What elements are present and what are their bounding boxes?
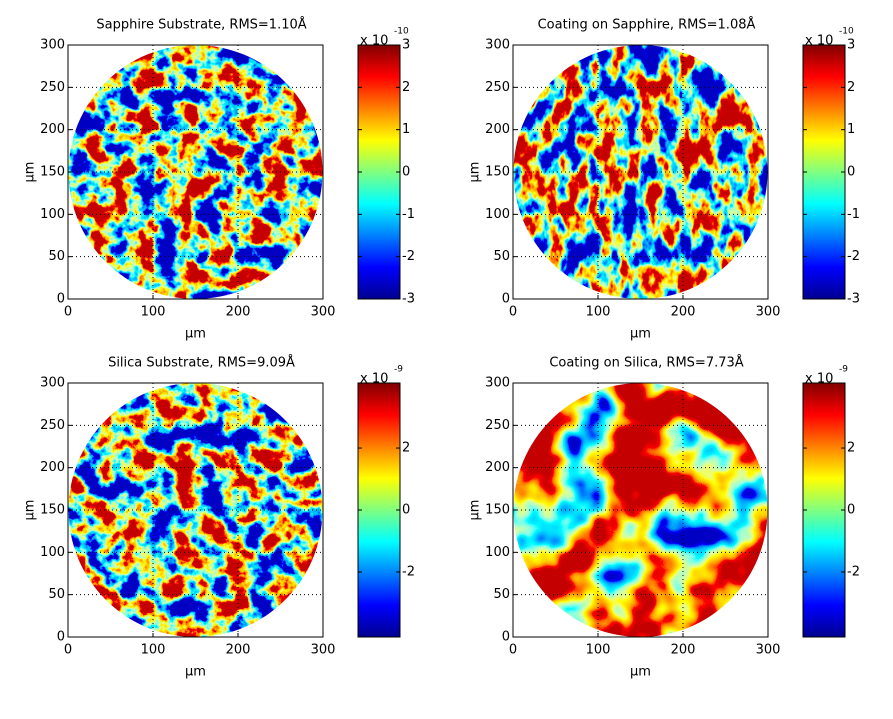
y-tick-label: 0 bbox=[502, 292, 510, 307]
axes-box bbox=[67, 44, 324, 300]
colorbar-tick-label: 2 bbox=[402, 80, 410, 95]
x-tick-label: 100 bbox=[586, 305, 611, 320]
colorbar-tick-label: -3 bbox=[402, 292, 415, 307]
y-tick-label: 0 bbox=[502, 630, 510, 645]
y-axis-label: μm bbox=[23, 500, 38, 521]
y-tick-label: 200 bbox=[485, 122, 510, 137]
colorbar-tick-label: 3 bbox=[847, 38, 855, 53]
y-tick-label: 200 bbox=[40, 460, 65, 475]
x-axis-label: μm bbox=[185, 327, 206, 342]
colorbar-exponent: -10 bbox=[394, 27, 409, 37]
x-tick-label: 100 bbox=[141, 305, 166, 320]
axes-box bbox=[67, 382, 324, 638]
x-tick-label: 200 bbox=[226, 305, 251, 320]
colorbar-tick-label: 0 bbox=[847, 503, 855, 518]
colorbar-tick-label: -2 bbox=[402, 564, 415, 579]
x-tick-label: 200 bbox=[671, 305, 696, 320]
y-tick-label: 250 bbox=[40, 418, 65, 433]
y-tick-label: 300 bbox=[485, 376, 510, 391]
colorbar-tick-label: 2 bbox=[402, 441, 410, 456]
axes-box bbox=[512, 44, 769, 300]
colorbar-tick-label: -1 bbox=[847, 207, 860, 222]
y-tick-label: 100 bbox=[485, 207, 510, 222]
colorbar-tick-label: 0 bbox=[402, 165, 410, 180]
axes-box bbox=[512, 382, 769, 638]
colorbar-tick-label: -1 bbox=[402, 207, 415, 222]
y-tick-label: 100 bbox=[485, 545, 510, 560]
y-axis-label: μm bbox=[468, 500, 483, 521]
y-tick-label: 250 bbox=[485, 80, 510, 95]
y-axis-label: μm bbox=[468, 162, 483, 183]
panel: 0 100 200 300 0 50 100 150 200 250 300 Silica Subst… bbox=[23, 355, 415, 680]
colorbar-tick-label: -2 bbox=[847, 249, 860, 264]
colorbar bbox=[357, 44, 401, 300]
y-tick-label: 250 bbox=[40, 80, 65, 95]
y-tick-label: 200 bbox=[485, 460, 510, 475]
colorbar-tick-label: 2 bbox=[847, 441, 855, 456]
chart-title: Sapphire Substrate, RMS=1.10Å bbox=[96, 17, 306, 33]
chart-title: Silica Substrate, RMS=9.09Å bbox=[108, 355, 295, 371]
chart-title: Coating on Sapphire, RMS=1.08Å bbox=[538, 17, 756, 33]
y-tick-label: 100 bbox=[40, 207, 65, 222]
y-tick-label: 300 bbox=[485, 38, 510, 53]
x-axis-label: μm bbox=[185, 665, 206, 680]
colorbar-tick-label: -3 bbox=[847, 292, 860, 307]
x-tick-label: 0 bbox=[64, 305, 72, 320]
colorbar bbox=[357, 382, 401, 638]
y-tick-label: 250 bbox=[485, 418, 510, 433]
y-tick-label: 300 bbox=[40, 376, 65, 391]
colorbar-multiplier: x 10 bbox=[360, 34, 388, 49]
colorbar-multiplier: x 10 bbox=[360, 372, 388, 387]
colorbar bbox=[802, 44, 846, 300]
panel: 0 100 200 300 0 50 100 150 200 250 300 Coating on S… bbox=[468, 17, 860, 342]
colorbar-tick-label: -2 bbox=[402, 249, 415, 264]
y-tick-label: 150 bbox=[485, 503, 510, 518]
colorbar-tick-label: 2 bbox=[847, 80, 855, 95]
x-axis-label: μm bbox=[630, 327, 651, 342]
panel: 0 100 200 300 0 50 100 150 200 250 300 Coating on S… bbox=[468, 355, 860, 680]
x-tick-label: 0 bbox=[509, 643, 517, 658]
colorbar-exponent: -9 bbox=[394, 365, 403, 375]
y-tick-label: 50 bbox=[493, 249, 510, 264]
y-tick-label: 0 bbox=[57, 630, 65, 645]
y-tick-label: 150 bbox=[40, 503, 65, 518]
x-tick-label: 100 bbox=[141, 643, 166, 658]
x-tick-label: 300 bbox=[756, 305, 781, 320]
y-tick-label: 200 bbox=[40, 122, 65, 137]
x-tick-label: 300 bbox=[756, 643, 781, 658]
y-tick-label: 300 bbox=[40, 38, 65, 53]
x-tick-label: 0 bbox=[64, 643, 72, 658]
x-tick-label: 300 bbox=[311, 643, 336, 658]
panel: 0 100 200 300 0 50 100 150 200 250 300 Sapphire Sub… bbox=[23, 17, 415, 342]
x-tick-label: 300 bbox=[311, 305, 336, 320]
x-tick-label: 200 bbox=[226, 643, 251, 658]
x-tick-label: 0 bbox=[509, 305, 517, 320]
y-tick-label: 0 bbox=[57, 292, 65, 307]
colorbar-tick-label: 3 bbox=[402, 38, 410, 53]
y-tick-label: 50 bbox=[48, 249, 65, 264]
colorbar-multiplier: x 10 bbox=[805, 372, 833, 387]
colorbar-tick-label: 1 bbox=[847, 122, 855, 137]
colorbar-tick-label: 1 bbox=[402, 122, 410, 137]
y-tick-label: 50 bbox=[493, 587, 510, 602]
chart-title: Coating on Silica, RMS=7.73Å bbox=[549, 355, 743, 371]
y-tick-label: 150 bbox=[40, 165, 65, 180]
x-tick-label: 100 bbox=[586, 643, 611, 658]
colorbar-exponent: -10 bbox=[839, 27, 854, 37]
y-tick-label: 100 bbox=[40, 545, 65, 560]
y-axis-label: μm bbox=[23, 162, 38, 183]
y-tick-label: 150 bbox=[485, 165, 510, 180]
colorbar-tick-label: -2 bbox=[847, 564, 860, 579]
colorbar-multiplier: x 10 bbox=[805, 34, 833, 49]
y-tick-label: 50 bbox=[48, 587, 65, 602]
colorbar-exponent: -9 bbox=[839, 365, 848, 375]
colorbar-tick-label: 0 bbox=[847, 165, 855, 180]
colorbar bbox=[802, 382, 846, 638]
colorbar-tick-label: 0 bbox=[402, 503, 410, 518]
x-tick-label: 200 bbox=[671, 643, 696, 658]
x-axis-label: μm bbox=[630, 665, 651, 680]
